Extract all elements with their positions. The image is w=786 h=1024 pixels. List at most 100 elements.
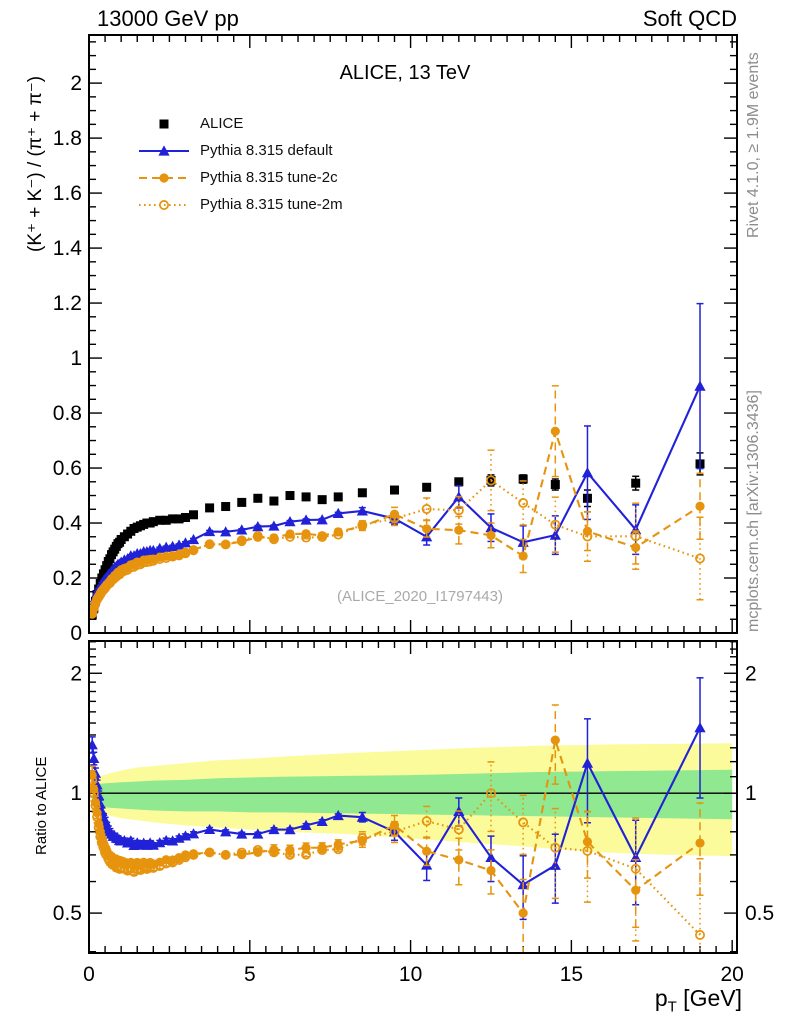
ratio-y-tick-label-left: 2 <box>70 662 82 685</box>
main-y-tick-label: 2 <box>70 72 82 95</box>
marker-square <box>631 478 641 488</box>
marker-circle-open <box>486 475 496 486</box>
marker-square <box>237 497 247 507</box>
x-tick-label: 0 <box>83 963 95 986</box>
marker-triangle <box>187 533 200 545</box>
marker-circle-open <box>148 555 159 566</box>
marker-triangle <box>236 524 248 535</box>
marker-circle-open <box>180 548 191 559</box>
marker-circle <box>631 542 641 553</box>
marker-triangle <box>203 823 216 835</box>
x-tick-label: 20 <box>720 963 743 986</box>
legend-label: ALICE <box>200 115 244 132</box>
marker-circle-open <box>518 817 529 828</box>
x-tick-label: 5 <box>244 963 256 986</box>
marker-triangle <box>356 811 368 822</box>
ratio-y-axis-label: Ratio to ALICE <box>33 756 50 855</box>
marker-circle-open <box>268 847 279 858</box>
beam-label: 13000 GeV pp <box>97 6 239 31</box>
marker-triangle <box>252 520 264 532</box>
x-axis-label-symbol: p <box>654 985 668 1011</box>
legend-marker-glyph <box>158 144 170 156</box>
main-y-tick-label: 1.6 <box>53 182 82 205</box>
marker-triangle <box>252 828 264 839</box>
marker-square <box>161 515 171 525</box>
marker-circle-open <box>148 862 159 873</box>
legend-marker-glyph <box>159 119 169 128</box>
legend-marker-alice <box>159 119 169 128</box>
marker-triangle <box>268 520 280 531</box>
marker-circle-open <box>285 849 295 860</box>
marker-circle <box>454 525 464 535</box>
ratio-plot-frame <box>88 640 738 954</box>
marker-circle-open <box>333 529 344 540</box>
marker-triangle <box>316 514 328 525</box>
marker-circle-open <box>95 831 106 842</box>
main-y-tick-label: 0.8 <box>53 402 82 425</box>
marker-circle-open <box>154 554 165 564</box>
series-pythia-8-315-tune-2m-ratio <box>90 761 705 952</box>
legend-item-pythia-8-315-tune-2c: Pythia 8.315 tune-2c <box>136 164 343 191</box>
series-pythia-8-315-default-main <box>90 302 706 614</box>
marker-circle <box>454 855 464 865</box>
marker-circle-open <box>188 849 199 860</box>
marker-circle-open <box>695 930 705 940</box>
legend-label: Pythia 8.315 tune-2m <box>200 196 343 213</box>
marker-square <box>317 495 327 505</box>
marker-square <box>159 119 169 128</box>
marker-circle-open <box>96 837 107 848</box>
legend-marker-pythia-8-315-tune-2m <box>139 199 189 210</box>
main-y-axis-label: (K⁺ + K⁻) / (π⁺ + π⁻) <box>25 75 46 252</box>
marker-square <box>205 503 215 513</box>
marker-square <box>333 492 343 502</box>
marker-square <box>253 493 263 503</box>
legend-label: Pythia 8.315 tune-2c <box>200 169 338 186</box>
marker-circle-open <box>301 849 312 860</box>
marker-square <box>148 517 158 527</box>
marker-triangle <box>187 828 200 839</box>
mcplots-credit: mcplots.cern.ch [arXiv:1306.3436] <box>745 390 762 632</box>
marker-square <box>454 477 464 487</box>
marker-circle <box>486 865 496 876</box>
ratio-y-tick-label-right: 1 <box>745 782 757 805</box>
marker-square <box>390 485 400 495</box>
marker-circle-open <box>159 199 169 210</box>
marker-triangle <box>694 722 706 733</box>
ratio-y-tick-label-right: 0.5 <box>745 902 774 925</box>
marker-circle <box>550 735 560 745</box>
marker-circle-open <box>220 539 231 550</box>
marker-square <box>221 502 231 512</box>
marker-triangle <box>284 516 296 527</box>
marker-circle-open <box>92 812 102 822</box>
legend-item-alice: ALICE <box>136 110 343 137</box>
marker-square <box>168 514 178 524</box>
marker-circle <box>422 846 432 856</box>
main-y-tick-label: 0.2 <box>53 567 82 590</box>
marker-circle-open <box>236 535 247 546</box>
marker-circle-open <box>582 531 593 542</box>
main-y-tick-label: 1 <box>70 347 82 370</box>
band-stat-uncertainty <box>92 769 733 820</box>
marker-circle-open <box>90 603 99 614</box>
marker-circle-open <box>389 826 400 837</box>
marker-square <box>357 488 367 498</box>
marker-triangle <box>203 525 216 537</box>
marker-triangle <box>236 828 248 839</box>
marker-circle-open <box>268 534 279 545</box>
series-line <box>91 385 701 610</box>
marker-circle-open <box>161 552 172 563</box>
rivet-version-credit: Rivet 4.1.0, ≥ 1.9M events <box>745 52 762 238</box>
marker-triangle <box>300 819 312 830</box>
marker-square <box>422 482 432 492</box>
marker-circle-open <box>285 531 295 542</box>
marker-circle-open <box>630 863 641 874</box>
marker-circle-open <box>252 530 263 541</box>
marker-square <box>301 492 311 502</box>
marker-square <box>174 514 184 524</box>
marker-triangle <box>581 757 594 768</box>
marker-circle-open <box>357 519 368 530</box>
marker-circle-open <box>630 531 641 542</box>
ratio-y-tick-label-left: 1 <box>70 782 82 805</box>
